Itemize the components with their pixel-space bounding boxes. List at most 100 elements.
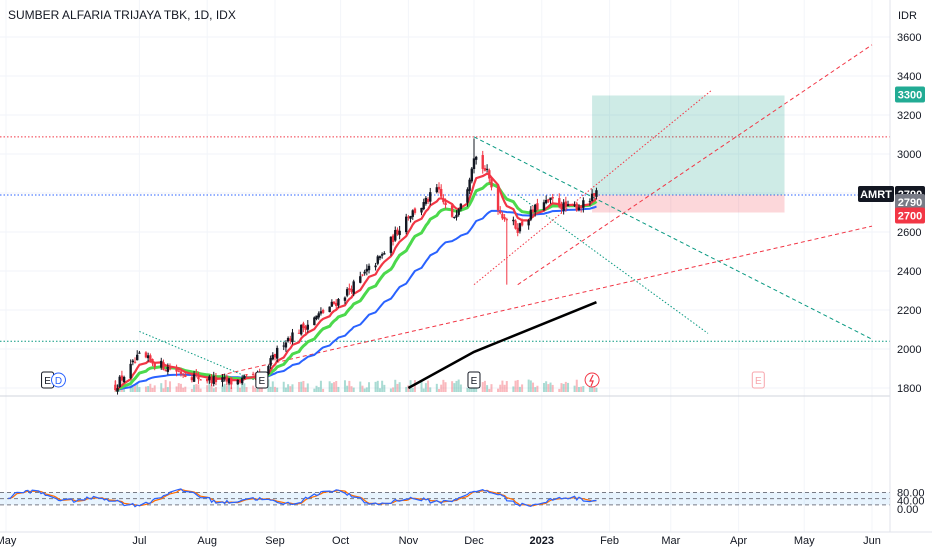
volume-bar xyxy=(175,386,178,392)
volume-bar xyxy=(206,385,209,392)
candle-body xyxy=(499,210,502,214)
volume-bar xyxy=(195,384,198,392)
volume-bar xyxy=(518,386,521,392)
volume-bar xyxy=(361,385,364,392)
volume-bar xyxy=(405,386,408,392)
volume-bar xyxy=(184,386,187,392)
trend-lines[interactable] xyxy=(139,44,873,383)
candle-body xyxy=(319,311,323,314)
volume-bar xyxy=(529,380,532,392)
candle-body xyxy=(120,375,124,381)
time-tick-label: Dec xyxy=(464,535,484,547)
volume-bar xyxy=(442,379,445,392)
volume-bar xyxy=(282,381,285,392)
candle-body xyxy=(271,354,274,360)
candle-body xyxy=(227,378,231,384)
time-axis[interactable]: May Jul Aug Sep Oct Nov Dec 2023 Feb Mar Apr May Jun xyxy=(0,535,881,547)
volume-bar xyxy=(376,380,379,392)
candle-body xyxy=(273,354,277,358)
volume-bar xyxy=(214,387,217,392)
ema-red-line xyxy=(115,172,598,392)
candle-body xyxy=(181,374,185,376)
volume-bar xyxy=(291,384,294,392)
volume-bar xyxy=(352,387,355,392)
volume-bar xyxy=(527,379,530,392)
candle-body xyxy=(376,256,379,264)
earnings-event-marker xyxy=(255,371,269,389)
volume-bar xyxy=(337,386,340,392)
candle-body xyxy=(518,223,522,232)
candle-body xyxy=(470,168,474,182)
oscillator-tick-label: 80.00 xyxy=(897,487,925,499)
candle-body xyxy=(315,315,318,320)
volume-bar xyxy=(147,386,150,392)
chart-title: SUMBER ALFARIA TRIJAYA TBK, 1D, IDX xyxy=(8,8,236,22)
volume-bar xyxy=(413,380,416,392)
volume-bar xyxy=(153,385,156,392)
volume-bar xyxy=(330,383,333,392)
candle-body xyxy=(558,198,561,207)
volume-bar xyxy=(276,387,279,392)
candle-body xyxy=(573,204,576,206)
long-position-tool[interactable] xyxy=(592,95,785,213)
volume-bar xyxy=(359,381,362,392)
candle-body xyxy=(582,200,585,208)
candle-body xyxy=(411,210,414,217)
earnings-event-marker xyxy=(751,371,765,389)
volume-bar xyxy=(368,382,371,392)
candle-body xyxy=(192,374,196,382)
volume-bar xyxy=(394,379,397,392)
candle-body xyxy=(549,197,552,200)
candle-body xyxy=(398,230,401,236)
candle-body xyxy=(330,301,334,307)
candle-body xyxy=(590,193,594,201)
volume-bar xyxy=(212,388,215,392)
candle-body xyxy=(367,265,371,271)
candle-body xyxy=(575,203,578,211)
candle-body xyxy=(542,202,546,211)
candle-body xyxy=(531,209,535,213)
candle-body xyxy=(175,368,178,372)
breakout-trend-line xyxy=(517,44,873,286)
candle-body xyxy=(496,186,500,211)
candle-body xyxy=(577,207,581,211)
candle-body xyxy=(536,203,539,210)
candle-body xyxy=(514,220,517,229)
candle-body xyxy=(149,355,152,360)
time-tick-label: Jun xyxy=(863,535,881,547)
volume-bar xyxy=(580,386,583,392)
volume-bar xyxy=(273,386,276,392)
candle-body xyxy=(332,301,336,304)
volume-bar xyxy=(427,380,430,392)
candle-body xyxy=(343,297,347,301)
volume-bar xyxy=(131,385,134,392)
candle-body xyxy=(197,375,200,380)
volume-bar xyxy=(440,384,443,392)
candle-body xyxy=(435,187,439,193)
candle-body xyxy=(208,376,211,381)
candle-body xyxy=(564,201,568,208)
volume-bar xyxy=(444,382,447,392)
candle-body xyxy=(337,299,340,306)
volume-bar xyxy=(383,384,386,392)
volume-bar xyxy=(182,387,185,392)
stochastic-oscillator-pane xyxy=(0,488,890,508)
candle-body xyxy=(595,190,598,197)
volume-bar xyxy=(455,380,458,392)
candle-body xyxy=(407,216,410,218)
candle-body xyxy=(195,373,198,375)
time-grid-lines xyxy=(5,0,873,532)
volume-bar xyxy=(225,385,228,392)
candle-body xyxy=(429,192,432,202)
candle-body xyxy=(230,377,233,385)
candle-body xyxy=(490,178,493,188)
candle-body xyxy=(547,199,550,202)
candle-body xyxy=(466,189,469,203)
news-flash-icon xyxy=(584,372,600,388)
volume-bar xyxy=(516,379,519,392)
event-marker-label: E xyxy=(259,376,266,387)
volume-bar xyxy=(317,387,320,392)
